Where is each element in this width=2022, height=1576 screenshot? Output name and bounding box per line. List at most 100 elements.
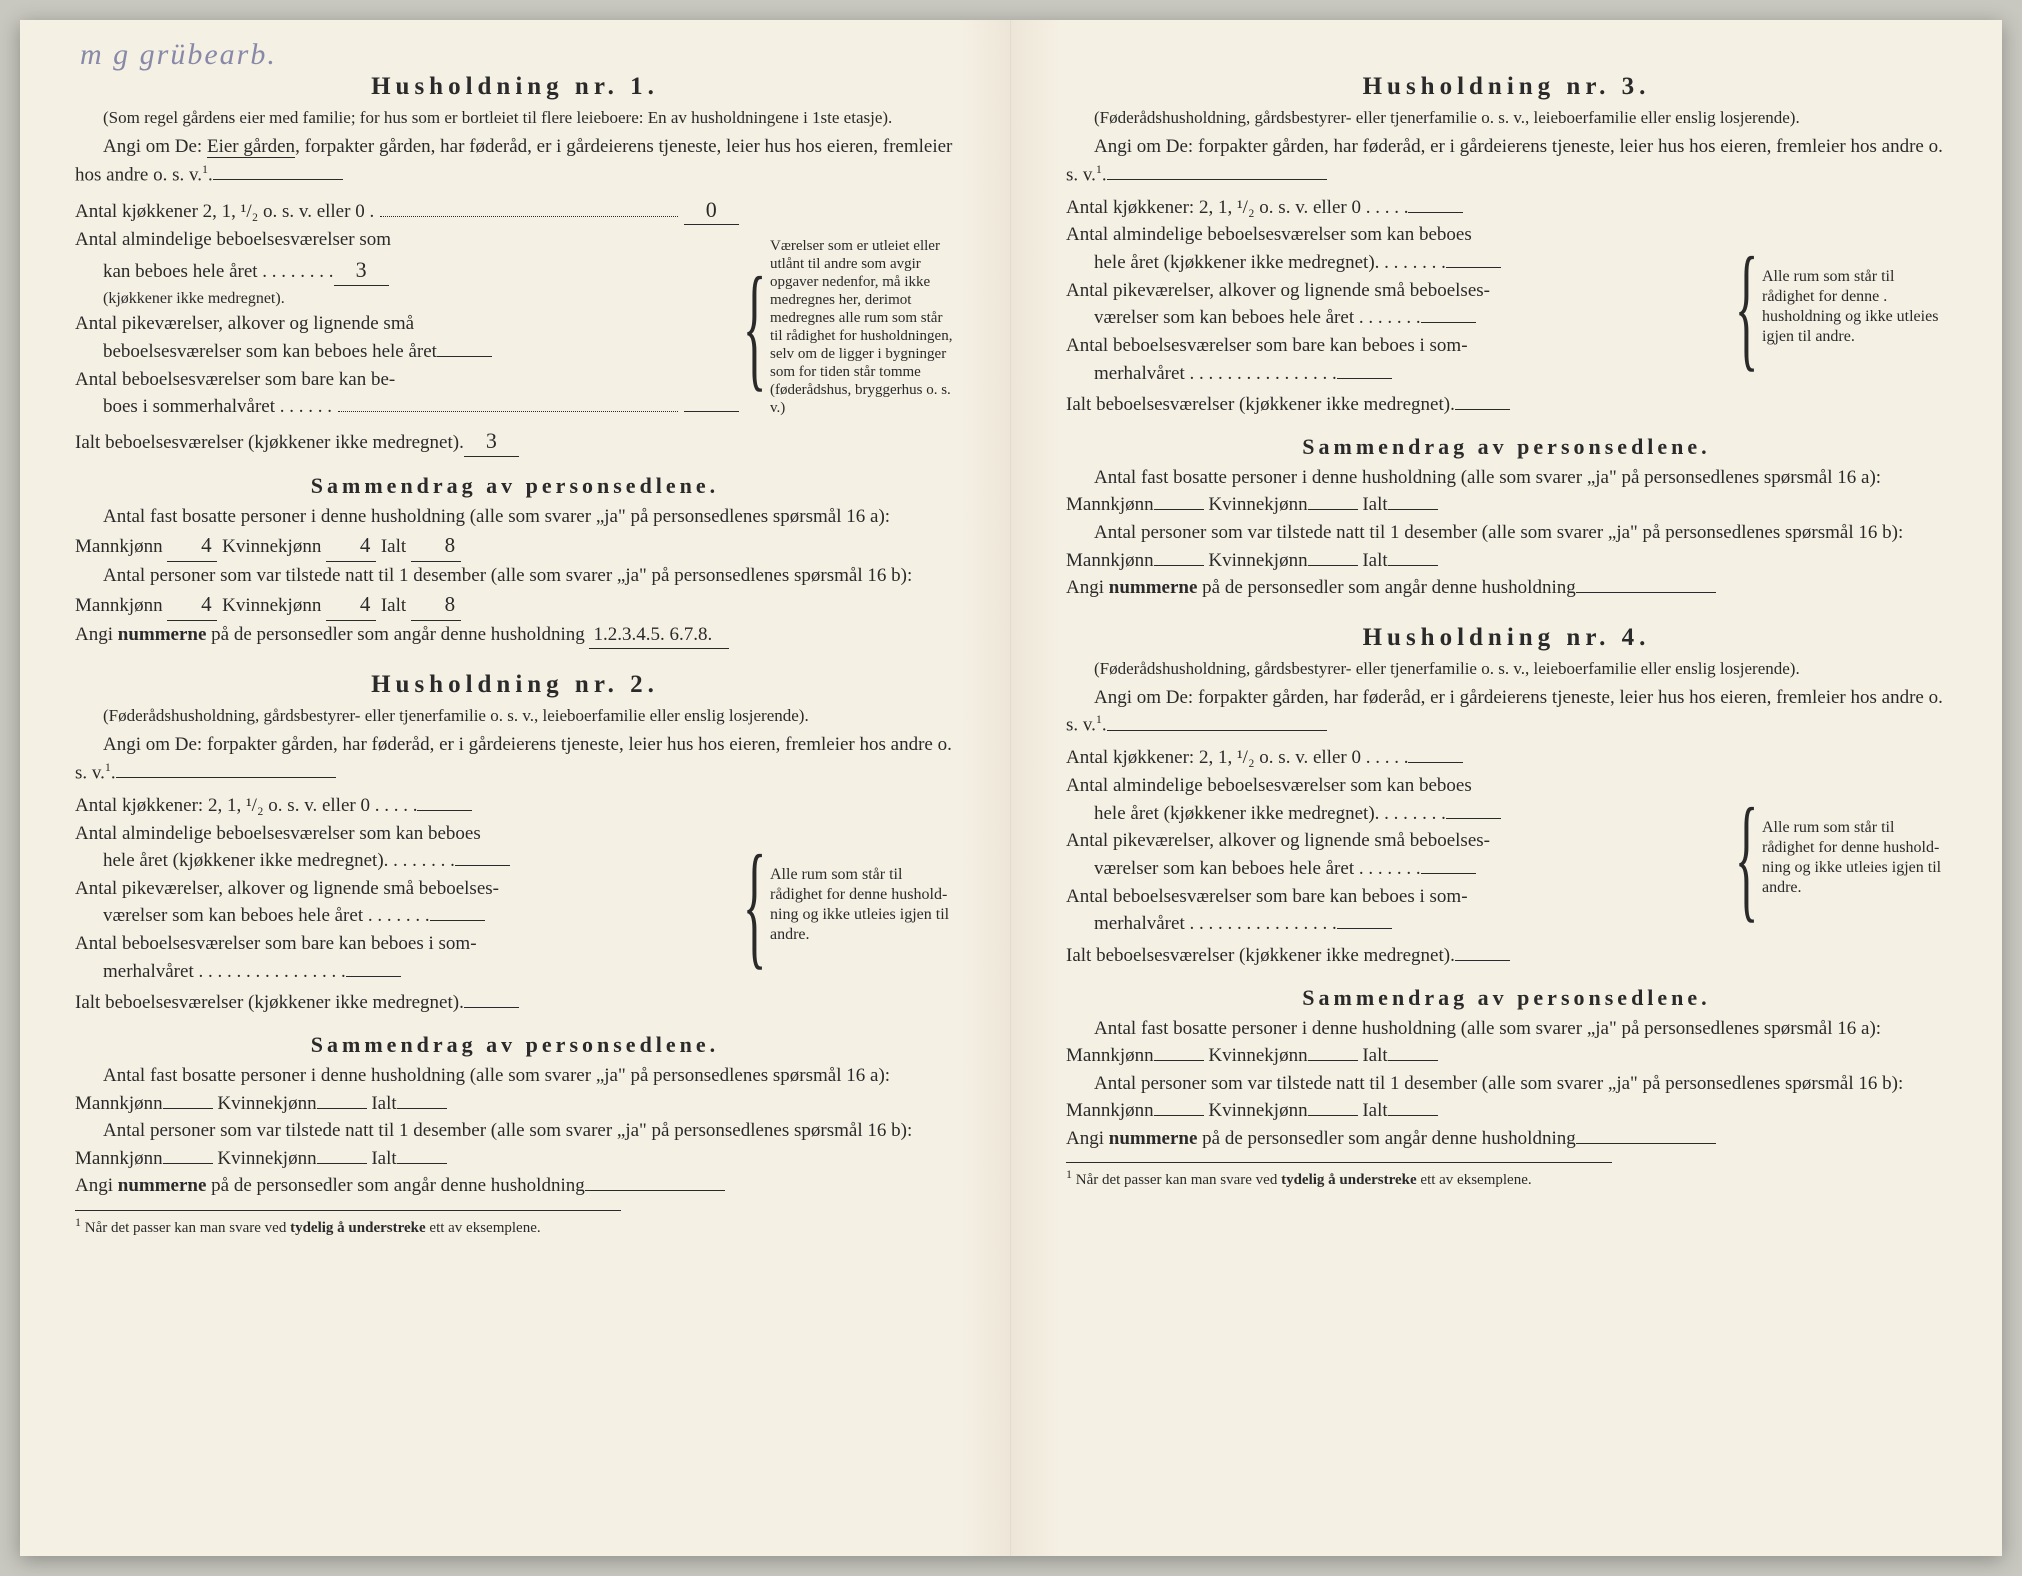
h4-r4b: merhalvåret . . . . . . . . . . . . . . …: [1094, 911, 1337, 937]
h3-s3p: Angi: [1066, 577, 1109, 598]
h2-s2: Antal personer som var tilstede natt til…: [75, 1120, 912, 1169]
h3-s2kl: Kvinnekjønn: [1204, 550, 1308, 571]
h4-s3v: [1576, 1143, 1716, 1144]
h2-s2i: [397, 1163, 447, 1164]
summary-3-line1: Antal fast bosatte personer i denne hush…: [1066, 464, 1947, 519]
h4-s1i: [1388, 1060, 1438, 1061]
h4-s1m: [1154, 1060, 1204, 1061]
household-2-subtitle: (Føderådshusholdning, gårdsbestyrer- ell…: [75, 705, 955, 726]
angi4-text: Angi om De: forpakter gården, har føderå…: [1066, 687, 1943, 736]
summary-2-line3: Angi nummerne på de personsedler som ang…: [75, 1172, 955, 1200]
h3-s3v: [1576, 592, 1716, 593]
h2-r5: Ialt beboelsesværelser (kjøkkener ikke m…: [75, 990, 464, 1016]
angi-prefix: Angi om De:: [103, 136, 207, 157]
h2-s3e: på de personsedler som angår denne husho…: [206, 1175, 584, 1196]
household-2-room-block: Antal kjøkkener: 2, 1, ¹/₂ o. s. v. elle…: [75, 793, 955, 1018]
s1-female: 4: [326, 530, 376, 561]
h2-r1: Antal kjøkkener: 2, 1, ¹/₂ o. s. v. elle…: [75, 793, 417, 819]
h2-s1: Antal fast bosatte personer i denne hush…: [75, 1065, 890, 1114]
brace-note-4: Alle rum som står til rådighet for denne…: [1762, 818, 1947, 898]
household-1-subtitle: (Som regel gårdens eier med familie; for…: [75, 107, 955, 128]
footnote-ref-2: 1: [105, 760, 111, 774]
h3-v1: [1408, 212, 1463, 213]
summary-1-title: Sammendrag av personsedlene.: [75, 473, 955, 499]
household-4-angi: Angi om De: forpakter gården, har føderå…: [1066, 685, 1947, 740]
val-summer: [684, 411, 739, 412]
h3-r5: Ialt beboelsesværelser (kjøkkener ikke m…: [1066, 392, 1455, 418]
h3-r2a: Antal almindelige beboelsesværelser som …: [1066, 222, 1472, 248]
s2-female: 4: [326, 589, 376, 620]
summary-3-line2: Antal personer som var tilstede natt til…: [1066, 519, 1947, 574]
h3-s1i: [1388, 509, 1438, 510]
brace-note-1: Værelser som er utleiet eller utlånt til…: [770, 237, 955, 417]
brace-note-3: Alle rum som står til rådighet for denne…: [1762, 267, 1947, 347]
h4-s2kl: Kvinnekjønn: [1204, 1100, 1308, 1121]
household-1-title: Husholdning nr. 1.: [75, 73, 955, 101]
h3-s2i: [1388, 565, 1438, 566]
angi-underlined: Eier gården: [207, 136, 295, 158]
summary-2-line2: Antal personer som var tilstede natt til…: [75, 1117, 955, 1172]
h4-s1kl: Kvinnekjønn: [1204, 1045, 1308, 1066]
h2-s2kl: Kvinnekjønn: [213, 1148, 317, 1169]
s2-k-label: Kvinnekjønn: [222, 595, 321, 616]
h2-s3b: nummerne: [118, 1175, 207, 1196]
s3-bold: nummerne: [118, 624, 207, 645]
summary-4-line3: Angi nummerne på de personsedler som ang…: [1066, 1125, 1947, 1153]
household-3-angi: Angi om De: forpakter gården, har føderå…: [1066, 134, 1947, 189]
fn-bold-r: tydelig å understreke: [1281, 1172, 1417, 1188]
summary-2-title: Sammendrag av personsedlene.: [75, 1032, 955, 1058]
household-1-room-block: Antal kjøkkener 2, 1, ¹/₂ o. s. v. eller…: [75, 195, 955, 459]
angi3-text: Angi om De: forpakter gården, har føderå…: [1066, 136, 1943, 185]
val-kitchens: 0: [684, 195, 739, 226]
h4-r3b: værelser som kan beboes hele året . . . …: [1094, 856, 1421, 882]
h3-s1kl: Kvinnekjønn: [1204, 494, 1308, 515]
h4-v2: [1446, 818, 1501, 819]
h3-v2: [1446, 267, 1501, 268]
h3-s2k: [1308, 565, 1358, 566]
h4-r4a: Antal beboelsesværelser som bare kan beb…: [1066, 884, 1468, 910]
h2-v2: [455, 865, 510, 866]
room-list-3: Antal kjøkkener: 2, 1, ¹/₂ o. s. v. elle…: [1066, 195, 1731, 420]
h3-v3: [1421, 322, 1476, 323]
footnote-right: 1 Når det passer kan man svare ved tydel…: [1066, 1162, 1612, 1189]
h2-v4: [346, 976, 401, 977]
h2-s1il: Ialt: [367, 1093, 397, 1114]
h4-s2k: [1308, 1115, 1358, 1116]
h3-r3a: Antal pikeværelser, alkover og lignende …: [1066, 278, 1490, 304]
household-2-angi: Angi om De: forpakter gården, har føderå…: [75, 732, 955, 787]
h4-v5: [1455, 960, 1510, 961]
h4-r1: Antal kjøkkener: 2, 1, ¹/₂ o. s. v. elle…: [1066, 745, 1408, 771]
h3-s1: Antal fast bosatte personer i denne hush…: [1066, 467, 1881, 516]
household-4-room-block: Antal kjøkkener: 2, 1, ¹/₂ o. s. v. elle…: [1066, 745, 1947, 970]
household-1-angi: Angi om De: Eier gården, forpakter gårde…: [75, 134, 955, 189]
row-summer-b: boes i sommerhalvåret . . . . . .: [103, 394, 332, 420]
fn-text-r: Når det passer kan man svare ved: [1072, 1172, 1281, 1188]
row-ordinary-b: kan beboes hele året . . . . . . . .: [103, 259, 334, 285]
h2-s1m: [163, 1108, 213, 1109]
household-4-title: Husholdning nr. 4.: [1066, 624, 1947, 652]
summary-1-line3: Angi nummerne på de personsedler som ang…: [75, 621, 955, 650]
h3-s2il: Ialt: [1358, 550, 1388, 571]
summary-4-title: Sammendrag av personsedlene.: [1066, 985, 1947, 1011]
household-3-title: Husholdning nr. 3.: [1066, 73, 1947, 101]
h4-s3e: på de personsedler som angår denne husho…: [1197, 1128, 1575, 1149]
h3-s1il: Ialt: [1358, 494, 1388, 515]
footnote-left: 1 Når det passer kan man svare ved tydel…: [75, 1210, 621, 1237]
h2-v3: [430, 920, 485, 921]
s1-total: 8: [411, 530, 461, 561]
row-total: Ialt beboelsesværelser (kjøkkener ikke m…: [75, 430, 464, 456]
h2-v1: [417, 810, 472, 811]
household-3-subtitle: (Føderådshusholdning, gårdsbestyrer- ell…: [1066, 107, 1947, 128]
h3-r1: Antal kjøkkener: 2, 1, ¹/₂ o. s. v. elle…: [1066, 195, 1408, 221]
val-maid: [437, 356, 492, 357]
s1-male: 4: [167, 530, 217, 561]
s3-post: på de personsedler som angår denne husho…: [206, 624, 584, 645]
h4-s1il: Ialt: [1358, 1045, 1388, 1066]
brace-note-2: Alle rum som står til rådighet for denne…: [770, 865, 955, 945]
s2-i-label: Ialt: [381, 595, 406, 616]
summary-4-line2: Antal personer som var tilstede natt til…: [1066, 1070, 1947, 1125]
brace-icon: {: [743, 264, 767, 390]
angi2-text: Angi om De: forpakter gården, har føderå…: [75, 734, 952, 783]
h4-v1: [1408, 762, 1463, 763]
h3-s3e: på de personsedler som angår denne husho…: [1197, 577, 1575, 598]
